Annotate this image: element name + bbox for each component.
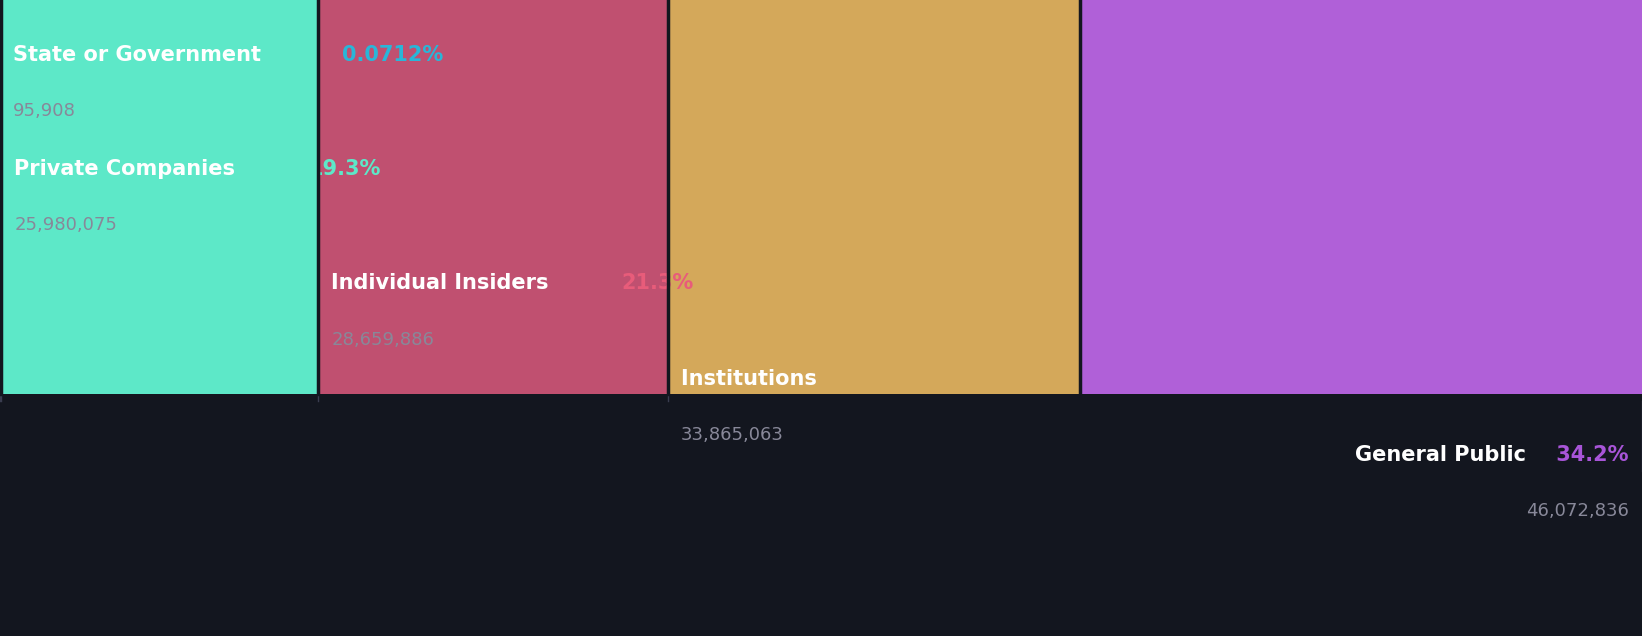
Text: Private Companies: Private Companies	[15, 159, 243, 179]
Text: 19.3%: 19.3%	[309, 159, 381, 179]
Text: 34.2%: 34.2%	[1550, 445, 1629, 465]
Bar	[668, 0, 1080, 394]
Text: 25.1%: 25.1%	[865, 369, 938, 389]
Text: State or Government: State or Government	[13, 45, 268, 64]
Text: 95,908: 95,908	[13, 102, 76, 120]
Text: 33,865,063: 33,865,063	[681, 426, 783, 444]
Text: 0.0712%: 0.0712%	[343, 45, 443, 64]
Bar	[319, 0, 668, 394]
Bar	[2, 0, 319, 394]
Text: 21.3%: 21.3%	[621, 273, 693, 293]
Text: Institutions: Institutions	[681, 369, 824, 389]
Text: 28,659,886: 28,659,886	[332, 331, 433, 349]
Text: General Public: General Public	[1355, 445, 1527, 465]
Text: 46,072,836: 46,072,836	[1525, 502, 1629, 520]
Text: 25,980,075: 25,980,075	[15, 216, 117, 234]
Bar	[1080, 0, 1642, 394]
Text: Individual Insiders: Individual Insiders	[332, 273, 557, 293]
